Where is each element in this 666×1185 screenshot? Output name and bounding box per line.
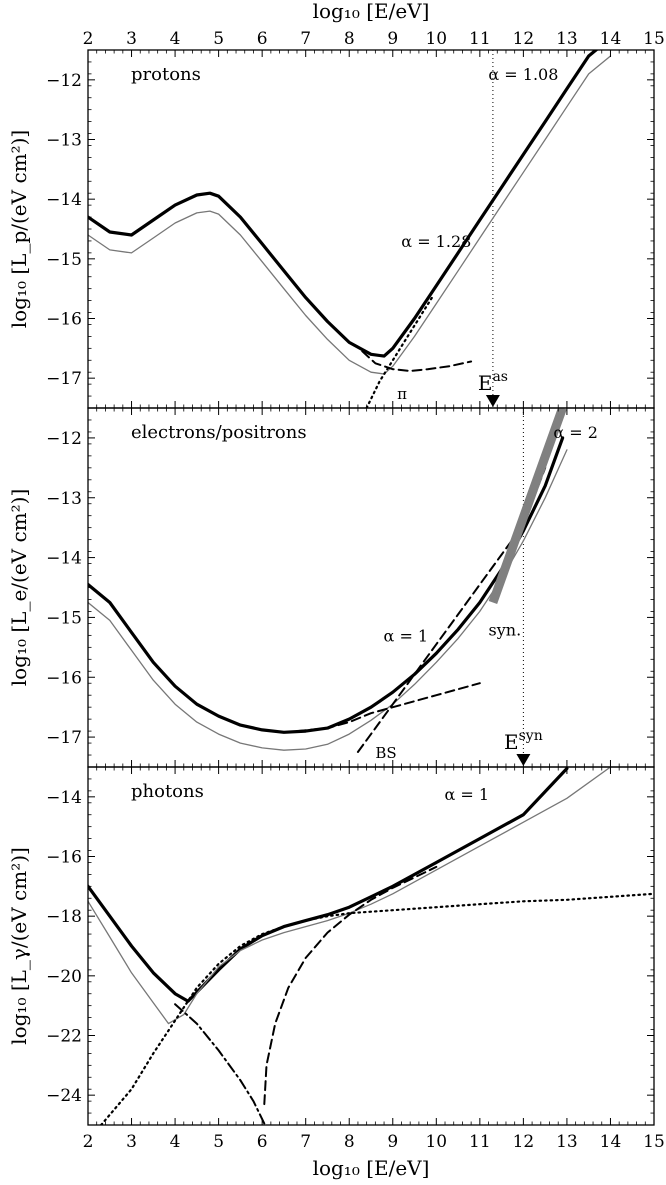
protons-series-dashed-2 — [361, 350, 473, 372]
xtick-label-top: 5 — [213, 29, 224, 49]
xtick-label-top: 3 — [126, 29, 137, 49]
protons-annotation-1: α = 1.28 — [401, 232, 471, 251]
xtick-label-bottom: 9 — [387, 1132, 398, 1152]
xtick-label-top: 8 — [344, 29, 355, 49]
electrons-title: electrons/positrons — [131, 422, 307, 443]
protons-series-dotted-3 — [365, 296, 434, 408]
xtick-label-bottom: 3 — [126, 1132, 137, 1152]
electrons-syn-band — [488, 408, 567, 604]
electrons-vline-label: Esyn — [504, 728, 543, 754]
protons-vline-label: Eas — [478, 369, 508, 395]
photons-series-dotted-3 — [100, 892, 654, 1125]
xtick-label-bottom: 11 — [469, 1132, 491, 1152]
electrons-annotation-3: BS — [375, 744, 396, 762]
protons-ytick-label: −12 — [46, 71, 82, 91]
protons-plot-area — [88, 50, 612, 408]
photons-ytick-label: −22 — [46, 1027, 82, 1047]
protons-ytick-label: −16 — [46, 310, 82, 330]
xtick-label-bottom: 13 — [556, 1132, 578, 1152]
photons-series-dashdot-2 — [174, 1003, 266, 1125]
xtick-label-bottom: 6 — [257, 1132, 268, 1152]
protons-marker-triangle — [485, 395, 500, 407]
photons-plot-area — [88, 767, 654, 1125]
electrons-plot-area — [88, 408, 568, 767]
protons-ytick-label: −15 — [46, 250, 82, 270]
xtick-label-top: 7 — [300, 29, 311, 49]
electrons-ytick-label: −13 — [46, 489, 82, 509]
protons-series-lower-1 — [88, 55, 612, 375]
photons-series-lower-1 — [88, 767, 612, 1025]
protons-ylabel: log₁₀ [L_p/(eV cm²)] — [7, 130, 31, 329]
xlabel-top: log₁₀ [E/eV] — [313, 0, 430, 23]
xtick-label-bottom: 15 — [643, 1132, 665, 1152]
xtick-label-top: 4 — [170, 29, 181, 49]
photons-panel: −24 −22 −20 −18 −16 −14 log₁₀ [L_γ/(eV cm²)] ph… — [7, 766, 655, 1126]
xtick-label-top: 10 — [425, 29, 447, 49]
xtick-label-bottom: 7 — [300, 1132, 311, 1152]
electrons-panel: −17 −16 −15 −14 −13 −12 log₁₀ [L_e/(eV cm²)] el… — [7, 407, 655, 768]
xlabel-bottom: log₁₀ [E/eV] — [313, 1156, 430, 1180]
protons-title: protons — [131, 64, 201, 85]
electrons-annotation-2: syn. — [489, 620, 522, 639]
xtick-label-bottom: 2 — [83, 1132, 94, 1152]
xtick-label-top: 14 — [600, 29, 622, 49]
photons-ylabel: log₁₀ [L_γ/(eV cm²)] — [7, 847, 31, 1045]
protons-ytick-label: −17 — [46, 369, 82, 389]
photons-annotation-0: α = 1 — [445, 785, 490, 804]
xtick-label-bottom: 5 — [213, 1132, 224, 1152]
electrons-ytick-label: −16 — [46, 668, 82, 688]
xtick-label-bottom: 12 — [513, 1132, 535, 1152]
protons-series-total-0 — [88, 50, 599, 358]
electrons-marker-triangle — [516, 754, 531, 766]
xtick-label-top: 12 — [513, 29, 535, 49]
protons-panel: −17 −16 −15 −14 −13 −12 log₁₀ [L_p/(eV cm²)] pr… — [7, 49, 655, 409]
protons-annotation-0: α = 1.08 — [488, 65, 558, 84]
xtick-label-top: 6 — [257, 29, 268, 49]
xtick-label-bottom: 14 — [600, 1132, 622, 1152]
photons-ytick-label: −16 — [46, 848, 82, 868]
electrons-ytick-label: −15 — [46, 608, 82, 628]
electrons-annotation-0: α = 2 — [553, 423, 598, 442]
electrons-annotation-1: α = 1 — [384, 626, 429, 645]
photons-title: photons — [131, 781, 204, 802]
electrons-series-dashed-3 — [356, 466, 547, 753]
protons-annotation-2: π — [397, 385, 407, 403]
electrons-ytick-label: −14 — [46, 549, 82, 569]
photons-series-total-0 — [88, 767, 569, 1003]
xtick-label-top: 15 — [643, 29, 665, 49]
xtick-label-bottom: 4 — [170, 1132, 181, 1152]
electrons-series-lower-1 — [88, 449, 568, 751]
photons-ytick-label: −14 — [46, 788, 82, 808]
photons-frame — [87, 766, 655, 1126]
electrons-ytick-label: −17 — [46, 728, 82, 748]
protons-ytick-label: −13 — [46, 131, 82, 151]
xtick-label-top: 2 — [83, 29, 94, 49]
electrons-series-total-0 — [88, 436, 565, 734]
photons-ytick-label: −18 — [46, 907, 82, 927]
protons-ytick-label: −14 — [46, 190, 82, 210]
photons-ytick-label: −20 — [46, 967, 82, 987]
xtick-label-top: 9 — [387, 29, 398, 49]
photons-ytick-label: −24 — [46, 1086, 82, 1106]
xtick-label-bottom: 8 — [344, 1132, 355, 1152]
electrons-series-dashed-2 — [296, 682, 481, 733]
electrons-ylabel: log₁₀ [L_e/(eV cm²)] — [7, 489, 31, 687]
photons-series-dashed-4 — [263, 865, 438, 1106]
xtick-label-top: 13 — [556, 29, 578, 49]
xtick-label-top: 11 — [469, 29, 491, 49]
electrons-ytick-label: −12 — [46, 429, 82, 449]
xtick-label-bottom: 10 — [425, 1132, 447, 1152]
